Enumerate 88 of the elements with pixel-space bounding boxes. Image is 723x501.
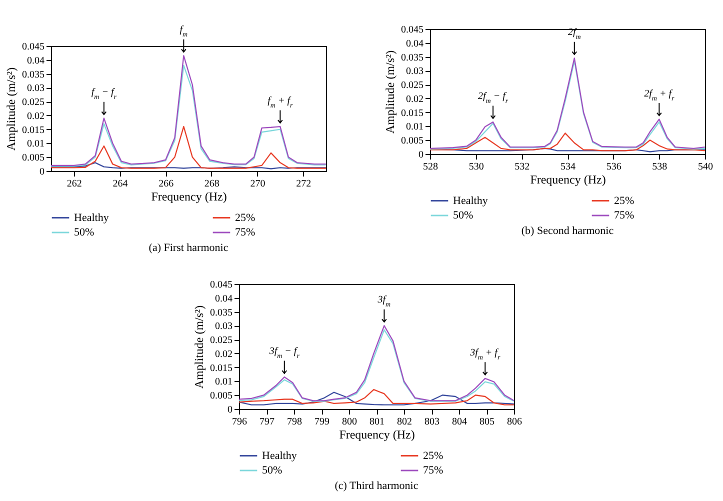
legend-label: 75% [235, 226, 256, 238]
legend-label: 75% [614, 210, 634, 222]
y-tick-label: 0.04 [215, 293, 232, 304]
x-tick-label: 804 [452, 416, 467, 428]
x-tick-label: 270 [250, 178, 266, 190]
x-tick-label: 540 [698, 162, 713, 172]
y-tick-label: 0.02 [27, 110, 44, 122]
annotation: 3f$_{m}$ + f$_{r}$ [469, 347, 500, 362]
text: (a) First harmonic [148, 242, 228, 254]
x-tick-label: 266 [158, 178, 174, 190]
y-tick-label: 0.04 [406, 38, 424, 50]
y-tick-label: 0 [228, 404, 232, 416]
x-axis-title: Frequency (Hz) [530, 172, 606, 186]
line-series [238, 392, 515, 406]
y-tick-label: 0.04 [27, 55, 44, 66]
legend-label: 50% [453, 210, 474, 222]
y-tick-label: 0.025 [22, 97, 44, 108]
x-tick-label: 532 [514, 162, 530, 172]
y-tick-label: 0.01 [406, 122, 424, 133]
y-tick-label: 0.005 [210, 390, 232, 402]
line-series [429, 132, 706, 152]
x-tick-label: 796 [232, 416, 247, 428]
y-tick-label: 0 [418, 150, 424, 160]
y-tick-label: 0.045 [22, 42, 44, 52]
x-tick-label: 800 [342, 416, 357, 428]
y-tick-label: 0.005 [401, 136, 424, 147]
x-tick-label: 801 [370, 416, 384, 428]
y-tick-label: 0.035 [210, 307, 232, 318]
x-tick-label: 262 [66, 178, 82, 190]
annotation: 2f$_{m}$ − f$_{r}$ [478, 91, 508, 106]
line-series [238, 388, 515, 406]
x-tick-label: 797 [260, 416, 274, 428]
annotation: 3f$_{m}$ [376, 294, 391, 309]
legend-label: 75% [423, 464, 444, 476]
y-tick-label: 0.045 [401, 24, 424, 36]
y-axis-title: Amplitude (m/s²) [192, 305, 206, 389]
y-tick-label: 0.015 [22, 124, 44, 136]
y-tick-label: 0.015 [401, 108, 424, 119]
y-tick-label: 0.045 [210, 280, 232, 290]
annotation: f$_{m}$ [180, 24, 188, 39]
annotation: 3f$_{m}$ − f$_{r}$ [268, 346, 300, 360]
x-tick-label: 798 [287, 416, 302, 428]
x-tick-label: 802 [397, 416, 412, 428]
legend-label: 50% [262, 464, 282, 476]
annotation: 2f$_{m}$ + f$_{r}$ [644, 88, 674, 102]
legend-label: Healthy [74, 212, 110, 224]
y-tick-label: 0 [40, 166, 44, 178]
text: (b) Second harmonic [521, 225, 614, 237]
legend-label: Healthy [262, 450, 298, 462]
x-tick-label: 806 [507, 416, 522, 428]
x-tick-label: 534 [560, 162, 576, 172]
y-tick-label: 0.01 [215, 376, 232, 388]
line-series [50, 162, 327, 170]
x-tick-label: 799 [314, 416, 330, 428]
y-tick-label: 0.025 [401, 80, 424, 92]
y-tick-label: 0.015 [210, 362, 232, 374]
x-tick-label: 530 [468, 162, 484, 172]
x-tick-label: 528 [423, 162, 438, 172]
x-axis-title: Frequency (Hz) [151, 190, 227, 204]
x-tick-label: 272 [296, 178, 312, 190]
annotation: f$_{m}$ + f$_{r}$ [268, 96, 293, 110]
y-tick-label: 0.02 [215, 348, 232, 360]
y-tick-label: 0.025 [210, 335, 232, 346]
y-tick-label: 0.01 [27, 138, 44, 150]
legend-label: 50% [74, 226, 94, 238]
x-axis-title: Frequency (Hz) [339, 428, 415, 442]
y-axis-title: Amplitude (m/s²) [383, 50, 397, 134]
y-tick-label: 0.035 [401, 52, 424, 64]
y-tick-label: 0.005 [22, 152, 44, 164]
x-tick-label: 268 [204, 178, 220, 190]
legend-label: 25% [614, 194, 634, 207]
x-tick-label: 538 [652, 162, 668, 172]
legend-label: Healthy [453, 194, 488, 207]
annotation: f$_{m}$ − f$_{r}$ [91, 87, 117, 102]
line-series [50, 126, 327, 169]
x-tick-label: 264 [112, 178, 128, 190]
y-tick-label: 0.035 [22, 69, 44, 80]
y-tick-label: 0.02 [406, 94, 424, 105]
legend-label: 25% [423, 450, 444, 462]
y-tick-label: 0.03 [406, 66, 424, 78]
y-axis-title: Amplitude (m/s²) [4, 67, 18, 151]
x-tick-label: 805 [480, 416, 494, 428]
x-tick-label: 536 [606, 162, 622, 172]
legend-label: 25% [235, 212, 256, 224]
text: (c) Third harmonic [334, 480, 418, 492]
x-tick-label: 803 [424, 416, 440, 428]
y-tick-label: 0.03 [215, 321, 232, 332]
y-tick-label: 0.03 [27, 83, 44, 94]
